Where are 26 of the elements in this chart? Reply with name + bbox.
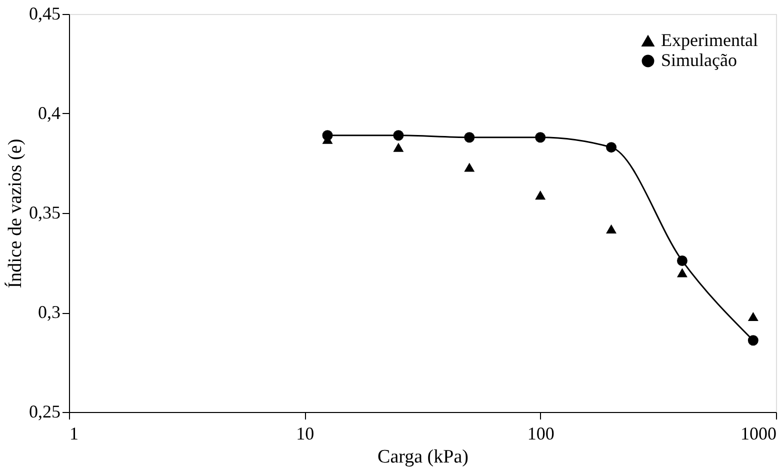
x-tick-label: 1000 xyxy=(740,424,776,444)
y-tick-label: 0,25 xyxy=(29,402,60,422)
x-tick-label: 1 xyxy=(70,424,78,444)
legend-label: Experimental xyxy=(661,30,758,50)
point xyxy=(464,132,475,143)
x-tick-label: 100 xyxy=(527,424,554,444)
point xyxy=(535,190,546,200)
y-tick-label: 0,4 xyxy=(38,103,60,123)
point xyxy=(393,142,404,152)
y-tick-label: 0,35 xyxy=(29,202,60,222)
point xyxy=(606,142,617,153)
x-axis-title: Carga (kPa) xyxy=(378,446,468,468)
point xyxy=(535,132,546,143)
point xyxy=(393,130,404,141)
y-tick-label: 0,45 xyxy=(29,4,60,24)
point xyxy=(322,130,333,141)
y-axis-title: Índice de vazios (e) xyxy=(4,138,26,288)
point xyxy=(748,335,758,346)
legend-label: Simulação xyxy=(661,50,737,70)
point xyxy=(676,268,688,278)
point xyxy=(676,256,688,266)
point xyxy=(464,162,475,172)
point xyxy=(606,224,617,234)
point xyxy=(748,312,758,322)
x-tick-label: 10 xyxy=(296,424,314,444)
y-tick-label: 0,3 xyxy=(38,302,60,322)
